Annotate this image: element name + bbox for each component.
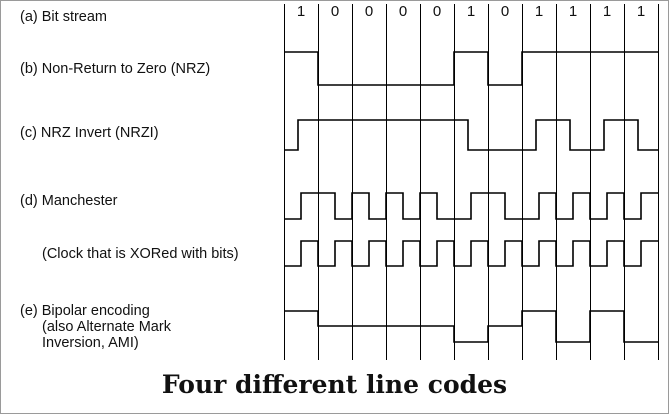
manchester-waveform [284, 192, 658, 220]
bipolar-ami-waveform [284, 310, 658, 343]
label-nrzi: (c) NRZ Invert (NRZI) [20, 125, 159, 141]
nrz-waveform [284, 51, 658, 86]
clock-waveform [284, 240, 658, 267]
bit-value: 1 [466, 3, 476, 20]
bit-value: 0 [330, 3, 340, 20]
figure-caption: Four different line codes [161, 370, 508, 399]
bit-value: 1 [636, 3, 646, 20]
bit-value: 1 [296, 3, 306, 20]
bit-value: 1 [534, 3, 544, 20]
label-bipolar-line1: (e) Bipolar encoding [20, 303, 150, 319]
bit-value: 0 [500, 3, 510, 20]
label-clock: (Clock that is XORed with bits) [42, 246, 239, 262]
bit-value: 0 [398, 3, 408, 20]
bit-value: 0 [432, 3, 442, 20]
nrzi-waveform [284, 119, 658, 151]
label-manchester: (d) Manchester [20, 193, 118, 209]
label-bipolar-line3: Inversion, AMI) [42, 335, 139, 351]
bit-value: 1 [568, 3, 578, 20]
label-bipolar-line2: (also Alternate Mark [42, 319, 171, 335]
label-bit-stream: (a) Bit stream [20, 9, 108, 25]
label-nrz: (b) Non-Return to Zero (NRZ) [20, 61, 211, 77]
bit-value: 0 [364, 3, 374, 20]
bit-value: 1 [602, 3, 612, 20]
